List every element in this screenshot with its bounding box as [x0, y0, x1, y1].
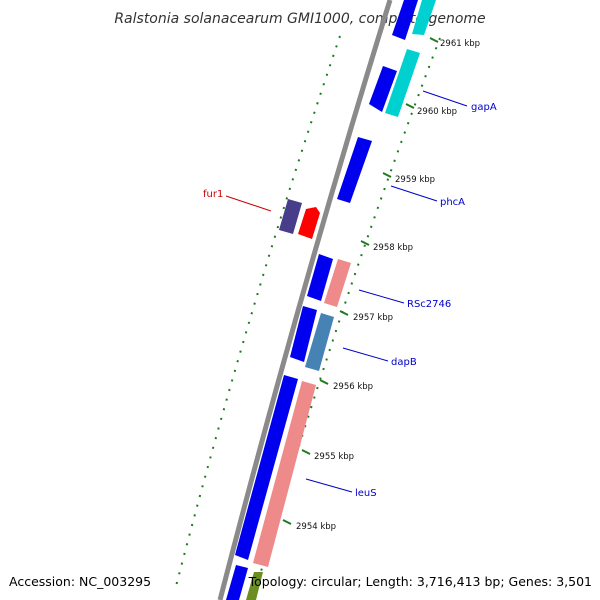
gene-label-dapB: dapB [391, 357, 417, 368]
dapB-leader [342, 347, 389, 362]
cds-forward [307, 254, 333, 301]
tick-label: 2957 kbp [353, 313, 393, 323]
tick-mark [429, 37, 439, 43]
gene-label-leuS: leuS [355, 488, 377, 499]
gene-leaders [225, 90, 468, 493]
cds-cyan [385, 49, 420, 117]
phcA-leader [390, 185, 438, 202]
cds-forward [235, 375, 298, 560]
cds-olive [246, 572, 263, 600]
features [226, 0, 436, 600]
tick-mark [405, 103, 415, 109]
gene-label-phcA: phcA [440, 197, 465, 208]
tick-label: 2960 kbp [417, 107, 457, 117]
gene-label-gapA: gapA [471, 102, 497, 113]
tick-mark [282, 519, 292, 525]
tick-marks [282, 37, 439, 525]
gene-label-RSc2746: RSc2746 [407, 299, 451, 310]
cds-forward [226, 565, 248, 600]
cds-pink [253, 381, 316, 567]
gapA-leader [422, 90, 468, 107]
tick-labels: 2961 kbp 2960 kbp 2959 kbp 2958 kbp 2957… [296, 39, 480, 532]
cds-steelblue [305, 313, 334, 371]
tick-mark [319, 379, 329, 385]
tick-mark [382, 172, 392, 178]
tick-label: 2954 kbp [296, 522, 336, 532]
cds-fur1-red [298, 207, 320, 239]
topology-text: Topology: circular; Length: 3,716,413 bp… [248, 574, 592, 589]
gene-labels: gapA phcA RSc2746 dapB leuS fur1 [203, 102, 497, 499]
tick-mark [360, 240, 370, 246]
tick-label: 2958 kbp [373, 243, 413, 253]
tick-label: 2961 kbp [440, 39, 480, 49]
tick-label: 2959 kbp [395, 175, 435, 185]
fur1-leader [225, 195, 272, 212]
cds-forward [337, 137, 372, 203]
cds-forward [290, 306, 317, 362]
gene-label-fur1: fur1 [203, 189, 223, 200]
cds-forward [392, 0, 418, 40]
cds-pink [324, 259, 351, 307]
tick-label: 2956 kbp [333, 382, 373, 392]
RSc2746-leader [358, 289, 405, 304]
tick-mark [339, 310, 349, 316]
tick-label: 2955 kbp [314, 452, 354, 462]
cds-fur1-purple [279, 199, 302, 234]
cds-cyan [412, 0, 436, 35]
cds-forward [369, 66, 397, 112]
map-title: Ralstonia solanacearum GMI1000, complete… [114, 11, 485, 27]
accession-text: Accession: NC_003295 [9, 574, 151, 589]
tick-mark [301, 449, 311, 455]
genome-backbone [217, 0, 393, 600]
leuS-leader [305, 478, 353, 493]
